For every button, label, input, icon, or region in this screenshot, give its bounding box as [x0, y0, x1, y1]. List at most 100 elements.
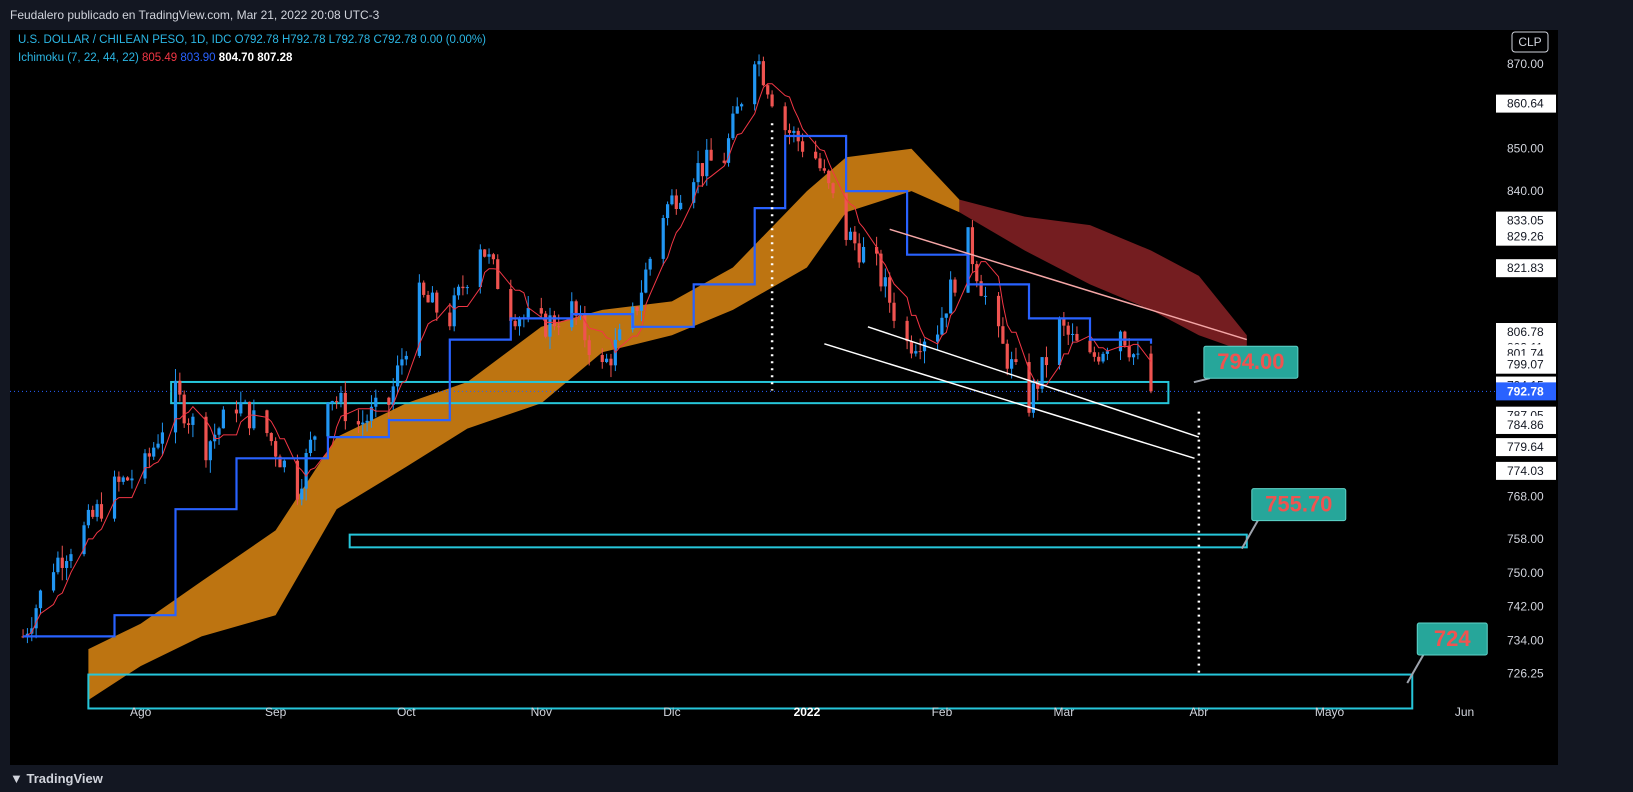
tenkan-sen-line	[22, 83, 1152, 638]
ichimoku-kijun-value: 803.90	[180, 52, 216, 64]
symbol-name: U.S. DOLLAR / CHILEAN PESO, 1D, IDC	[18, 34, 232, 46]
candle-body	[304, 453, 308, 489]
candle-body	[361, 422, 365, 425]
candle-body	[635, 306, 639, 311]
candle-body	[983, 295, 988, 297]
candle-body	[147, 453, 151, 457]
candle-body	[787, 130, 792, 133]
candle-body	[970, 227, 975, 265]
candle-body	[435, 292, 439, 313]
candle-body	[935, 334, 940, 342]
trend-channel-line	[889, 228, 1247, 341]
candle-body	[1031, 383, 1035, 413]
candle-body	[483, 249, 487, 257]
candle-body	[182, 394, 186, 424]
candle-body	[740, 104, 744, 107]
candle-body	[574, 301, 578, 316]
candle-body	[243, 401, 247, 403]
chart-area[interactable]	[10, 30, 1558, 765]
candle-body	[857, 243, 861, 263]
candle-body	[548, 315, 552, 337]
price-marker-box	[1496, 94, 1556, 113]
candle-body	[949, 279, 953, 314]
candle-body	[404, 355, 408, 360]
candle-body	[1062, 319, 1066, 326]
price-marker-label: 806.78	[1507, 325, 1544, 339]
candle-body	[644, 269, 648, 293]
candle-body	[282, 460, 286, 468]
candle-body	[1027, 362, 1031, 413]
price-marker-box	[1496, 259, 1556, 278]
candle-body	[1014, 359, 1018, 363]
cloud-bearish	[959, 199, 1247, 353]
candle-body	[583, 313, 587, 341]
candle-body	[461, 286, 465, 289]
candle-body	[709, 149, 713, 161]
candle-body	[112, 476, 117, 519]
indicator-lines	[22, 83, 1153, 638]
price-marker-label: 784.86	[1507, 418, 1544, 432]
candle-body	[665, 204, 670, 219]
candle-body	[422, 282, 426, 295]
candle-body	[914, 351, 918, 354]
time-tick-label: Mayo	[1315, 705, 1345, 719]
tradingview-logo-icon: ▼	[10, 771, 23, 786]
ichimoku-span-b-value: 807.28	[257, 52, 293, 64]
time-tick-label: 2022	[794, 705, 821, 719]
candle-body	[143, 453, 147, 479]
candle-body	[152, 447, 156, 457]
price-tick-label: 768.00	[1507, 489, 1544, 503]
candle-body	[875, 246, 879, 254]
candle-body	[1040, 357, 1044, 389]
candle-body	[278, 456, 282, 468]
candle-body	[186, 423, 191, 425]
candle-body	[1127, 345, 1131, 358]
support-zone	[87, 673, 1414, 710]
candle-body	[1105, 351, 1110, 354]
candle-body	[234, 409, 239, 414]
candle-body	[125, 477, 130, 481]
candle-body	[221, 409, 225, 429]
candle-body	[726, 138, 731, 163]
candle-body	[757, 61, 761, 65]
price-marker-box	[1496, 227, 1556, 246]
candle-body	[544, 313, 548, 337]
candle-body	[975, 264, 979, 282]
candle-body	[814, 151, 818, 159]
cloud-bullish	[88, 148, 960, 700]
candle-body	[426, 294, 430, 303]
candle-body	[1131, 354, 1136, 358]
ichimoku-cloud	[88, 148, 1247, 700]
tradingview-logo[interactable]: ▼ TradingView	[10, 771, 103, 786]
tradingview-brand: TradingView	[26, 771, 103, 786]
candle-body	[1088, 340, 1092, 353]
candle-body	[121, 477, 125, 482]
candle-body	[335, 401, 339, 403]
candle-body	[487, 254, 491, 257]
ohlc-close: C792.78	[373, 34, 417, 46]
price-marker-box	[1496, 211, 1556, 230]
price-marker-label: 833.05	[1507, 214, 1544, 228]
candle-body	[1066, 325, 1070, 335]
candle-body	[818, 158, 822, 169]
annotation-label-box	[1251, 488, 1347, 522]
candle-body	[539, 308, 543, 314]
candle-body	[51, 572, 56, 591]
time-tick-label: Sep	[265, 705, 287, 719]
price-tick-label: 850.00	[1507, 142, 1544, 156]
candle-body	[722, 160, 726, 163]
ichimoku-legend[interactable]: Ichimoku (7, 22, 44, 22) 805.49 803.90 8…	[18, 52, 292, 64]
support-zone	[170, 380, 1170, 405]
price-tick-label: 742.00	[1507, 600, 1544, 614]
candle-body	[21, 636, 25, 638]
annotation-pointer	[1193, 377, 1211, 384]
candle-body	[326, 402, 330, 437]
candle-body	[95, 504, 99, 517]
candle-body	[753, 64, 757, 105]
candle-body	[909, 341, 914, 354]
ichimoku-tenkan-value: 805.49	[142, 52, 178, 64]
candle-body	[56, 557, 60, 573]
candle-body	[160, 432, 165, 444]
candle-body	[883, 277, 887, 287]
